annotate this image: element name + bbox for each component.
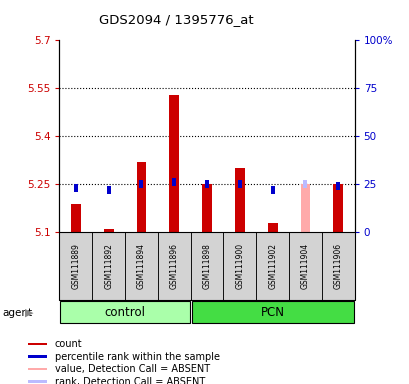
Text: GSM111900: GSM111900 <box>235 243 244 289</box>
Text: GSM111898: GSM111898 <box>202 243 211 289</box>
Bar <box>204 180 209 188</box>
Text: GSM111902: GSM111902 <box>267 243 276 289</box>
Bar <box>223 232 256 300</box>
Bar <box>202 184 211 232</box>
Bar <box>234 168 244 232</box>
Bar <box>157 232 190 300</box>
Text: PCN: PCN <box>260 306 284 318</box>
Text: rank, Detection Call = ABSENT: rank, Detection Call = ABSENT <box>55 376 204 384</box>
Text: GSM111904: GSM111904 <box>300 243 309 289</box>
Text: percentile rank within the sample: percentile rank within the sample <box>55 351 219 362</box>
Text: GSM111892: GSM111892 <box>104 243 113 289</box>
Text: GSM111896: GSM111896 <box>169 243 178 289</box>
Bar <box>60 301 189 323</box>
Bar <box>71 204 81 232</box>
Text: ▶: ▶ <box>25 308 34 318</box>
Bar <box>106 186 110 194</box>
Text: GSM111894: GSM111894 <box>137 243 146 289</box>
Bar <box>300 184 310 232</box>
Bar <box>333 184 342 232</box>
Text: GDS2094 / 1395776_at: GDS2094 / 1395776_at <box>99 13 253 26</box>
Text: agent: agent <box>2 308 32 318</box>
Bar <box>59 232 92 300</box>
Bar <box>125 232 157 300</box>
Text: value, Detection Call = ABSENT: value, Detection Call = ABSENT <box>55 364 209 374</box>
Bar <box>92 232 125 300</box>
Bar <box>303 180 307 188</box>
Text: count: count <box>55 339 82 349</box>
Bar <box>190 232 223 300</box>
Bar <box>74 184 78 192</box>
Bar <box>139 180 143 188</box>
Bar <box>172 179 176 186</box>
Bar <box>28 367 47 371</box>
Text: GSM111889: GSM111889 <box>71 243 80 289</box>
Bar <box>237 180 241 188</box>
Bar <box>256 232 288 300</box>
Bar <box>59 232 354 300</box>
Bar <box>321 232 354 300</box>
Bar <box>103 229 113 232</box>
Text: control: control <box>104 306 145 318</box>
Bar <box>136 162 146 232</box>
Bar <box>270 186 274 194</box>
Bar <box>267 223 277 232</box>
Text: GSM111906: GSM111906 <box>333 243 342 289</box>
Bar <box>191 301 353 323</box>
Bar <box>288 232 321 300</box>
Bar <box>28 380 47 383</box>
Bar <box>335 182 339 190</box>
Bar <box>169 95 179 232</box>
Bar <box>28 355 47 358</box>
Bar <box>28 343 47 346</box>
